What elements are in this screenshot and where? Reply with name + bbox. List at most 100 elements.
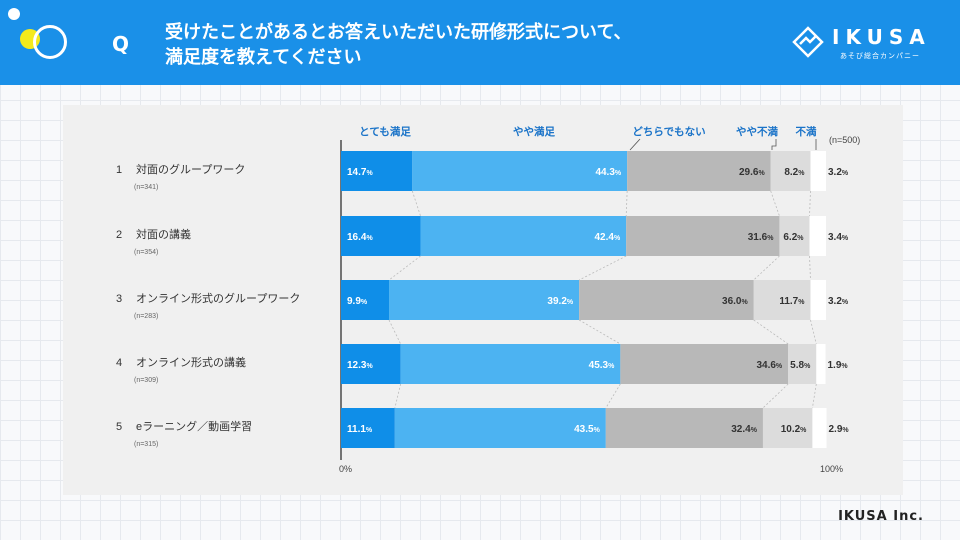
- bar-value-label-1-5: 3.2%: [828, 167, 849, 178]
- bar-segment-3-4: [753, 280, 811, 320]
- bar-value-label-4-2: 45.3%: [589, 360, 615, 371]
- bar-value-label-3-4: 11.7%: [779, 296, 805, 307]
- bar-segment-4-2: [400, 344, 621, 384]
- legend-leader-line-4: [771, 139, 777, 150]
- category-number-1: 1: [116, 164, 122, 176]
- legend-label-5: 不満: [796, 125, 817, 138]
- bar-value-label-3-5: 3.2%: [828, 296, 849, 307]
- x-tick-label-100: 100%: [820, 464, 843, 474]
- bar-segment-4-5: [816, 344, 826, 384]
- bar-segment-5-5: [812, 408, 827, 448]
- connector-line-2-1: [388, 255, 421, 281]
- bar-segment-4-3: [620, 344, 789, 384]
- footer-company: IKUSA Inc.: [838, 509, 924, 524]
- bar-value-label-5-1: 11.1%: [347, 424, 373, 435]
- bar-segment-1-3: [627, 151, 771, 191]
- category-number-4: 4: [116, 357, 122, 369]
- bar-value-label-2-1: 16.4%: [347, 232, 373, 243]
- legend-label-2: やや満足: [513, 125, 555, 138]
- bar-value-label-3-1: 9.9%: [347, 296, 368, 307]
- ikusa-logo: IKUSA あそび総合カンパニー: [792, 22, 932, 66]
- bar-value-label-3-3: 36.0%: [722, 296, 748, 307]
- bar-segment-5-1: [341, 408, 395, 448]
- decorative-ring-icon: [33, 25, 67, 59]
- bar-value-label-5-2: 43.5%: [574, 424, 600, 435]
- category-number-3: 3: [116, 293, 122, 305]
- connector-line-3-4: [810, 319, 817, 345]
- logo-text: IKUSA: [832, 25, 931, 49]
- bar-value-label-4-1: 12.3%: [347, 360, 373, 371]
- bar-segment-5-3: [605, 408, 763, 448]
- bar-segment-2-3: [626, 216, 780, 256]
- question-mark-label: Q: [112, 32, 130, 56]
- bar-value-label-1-1: 14.7%: [347, 167, 373, 178]
- page-title: 受けたことがあるとお答えいただいた研修形式について、 満足度を教えてください: [165, 20, 725, 70]
- logo-subtitle: あそび総合カンパニー: [840, 52, 920, 60]
- bar-value-label-4-3: 34.6%: [756, 360, 782, 371]
- category-number-2: 2: [116, 229, 122, 241]
- bar-segment-1-5: [810, 151, 826, 191]
- connector-line-4-3: [762, 383, 789, 409]
- bar-value-label-4-5: 1.9%: [828, 360, 849, 371]
- bar-segment-2-5: [809, 216, 826, 256]
- category-n-1: (n=341): [134, 184, 158, 191]
- x-tick-label-0: 0%: [339, 464, 352, 474]
- logo-mark-icon: [792, 26, 824, 58]
- category-label-5: eラーニング／動画学習: [136, 419, 252, 433]
- connector-line-4-1: [394, 383, 402, 409]
- bar-segment-1-4: [770, 151, 811, 191]
- bar-segment-1-2: [412, 151, 628, 191]
- connector-line-4-2: [605, 383, 621, 409]
- legend-label-4: やや不満: [736, 125, 778, 138]
- total-n-label: (n=500): [829, 135, 860, 145]
- bar-segment-2-1: [341, 216, 421, 256]
- bar-value-label-5-3: 32.4%: [731, 424, 757, 435]
- connector-line-4-4: [812, 383, 817, 409]
- category-n-4: (n=309): [134, 377, 158, 384]
- bar-value-label-1-2: 44.3%: [595, 167, 621, 178]
- category-number-5: 5: [116, 421, 122, 433]
- category-label-1: 対面のグループワーク: [136, 162, 245, 176]
- legend-label-3: どちらでもない: [632, 125, 705, 138]
- bar-segment-3-1: [341, 280, 390, 320]
- category-label-3: オンライン形式のグループワーク: [136, 291, 300, 305]
- header-banner: Q 受けたことがあるとお答えいただいた研修形式について、 満足度を教えてください…: [0, 0, 960, 85]
- connector-line-3-2: [578, 319, 621, 345]
- connector-line-2-3: [753, 255, 780, 281]
- connector-line-2-4: [809, 255, 811, 281]
- bar-segment-3-2: [389, 280, 580, 320]
- category-label-4: オンライン形式の講義: [136, 355, 246, 369]
- bar-segment-3-3: [579, 280, 754, 320]
- legend-leader-line-3: [629, 138, 641, 151]
- connector-line-1-3: [770, 190, 780, 217]
- bar-value-label-5-4: 10.2%: [781, 424, 807, 435]
- connector-line-1-1: [411, 190, 421, 217]
- category-n-5: (n=315): [134, 441, 158, 448]
- bar-segment-5-2: [394, 408, 606, 448]
- title-line-2: 満足度を教えてください: [165, 47, 362, 68]
- bar-value-label-2-5: 3.4%: [828, 232, 849, 243]
- connector-line-3-1: [388, 319, 402, 345]
- bar-segment-1-1: [341, 151, 413, 191]
- category-label-2: 対面の講義: [136, 227, 191, 241]
- connector-line-1-4: [809, 190, 811, 217]
- bar-segment-4-1: [341, 344, 401, 384]
- bar-value-label-2-4: 6.2%: [783, 232, 804, 243]
- bar-value-label-2-3: 31.6%: [748, 232, 774, 243]
- bar-segment-4-4: [788, 344, 817, 384]
- bar-value-label-3-2: 39.2%: [547, 296, 573, 307]
- bar-value-label-4-4: 5.8%: [790, 360, 811, 371]
- bar-segment-5-4: [762, 408, 813, 448]
- connector-line-1-2: [625, 190, 628, 217]
- title-line-1: 受けたことがあるとお答えいただいた研修形式について、: [165, 22, 632, 43]
- bar-value-label-5-5: 2.9%: [828, 424, 849, 435]
- bar-value-label-1-4: 8.2%: [784, 167, 805, 178]
- decorative-dot-icon: [8, 8, 20, 20]
- connector-line-2-2: [578, 255, 627, 281]
- bar-segment-2-4: [779, 216, 810, 256]
- bar-segment-3-5: [810, 280, 826, 320]
- bar-value-label-1-3: 29.6%: [739, 167, 765, 178]
- legend-label-1: とても満足: [359, 125, 411, 138]
- category-n-2: (n=354): [134, 249, 158, 256]
